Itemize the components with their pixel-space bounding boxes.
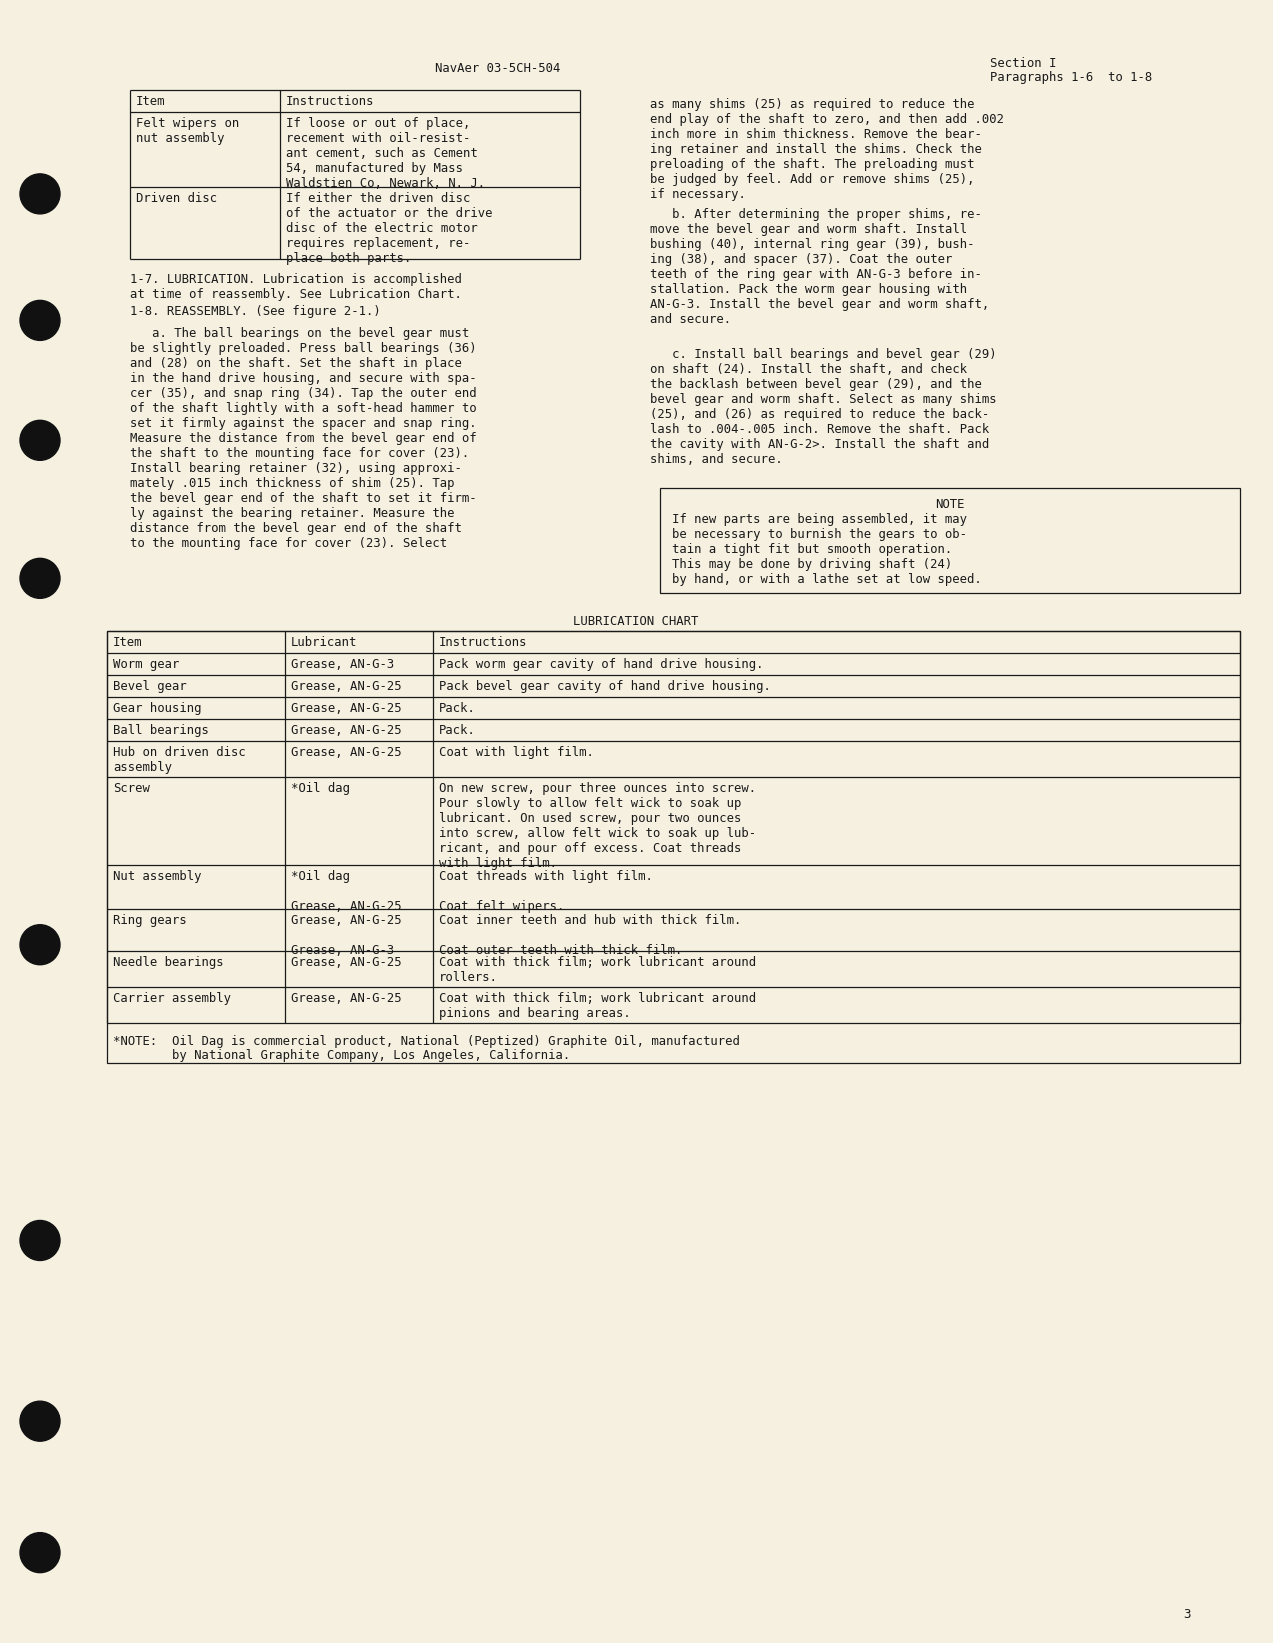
Text: Grease, AN-G-25: Grease, AN-G-25 [292, 956, 401, 969]
Text: Grease, AN-G-25: Grease, AN-G-25 [292, 725, 401, 738]
Text: Instructions: Instructions [439, 636, 527, 649]
Text: Grease, AN-G-25: Grease, AN-G-25 [292, 992, 401, 1006]
Text: Coat with light film.: Coat with light film. [439, 746, 594, 759]
Text: Coat with thick film; work lubricant around
pinions and bearing areas.: Coat with thick film; work lubricant aro… [439, 992, 756, 1020]
Text: Ring gears: Ring gears [113, 914, 187, 927]
Text: Screw: Screw [113, 782, 150, 795]
Text: Section I: Section I [990, 58, 1057, 71]
Text: Hub on driven disc
assembly: Hub on driven disc assembly [113, 746, 246, 774]
Text: Instructions: Instructions [286, 95, 374, 108]
Text: Felt wipers on
nut assembly: Felt wipers on nut assembly [136, 117, 239, 145]
Text: Grease, AN-G-25: Grease, AN-G-25 [292, 746, 401, 759]
Circle shape [20, 1533, 60, 1572]
Text: b. After determining the proper shims, re-
move the bevel gear and worm shaft. I: b. After determining the proper shims, r… [651, 209, 989, 325]
Bar [107, 631, 1240, 1063]
Text: Pack.: Pack. [439, 725, 476, 738]
Text: Needle bearings: Needle bearings [113, 956, 224, 969]
Text: If new parts are being assembled, it may
be necessary to burnish the gears to ob: If new parts are being assembled, it may… [672, 513, 981, 587]
Text: Ball bearings: Ball bearings [113, 725, 209, 738]
Circle shape [20, 174, 60, 214]
Text: Carrier assembly: Carrier assembly [113, 992, 230, 1006]
Text: *Oil dag: *Oil dag [292, 782, 350, 795]
Text: Item: Item [136, 95, 165, 108]
Circle shape [20, 925, 60, 964]
Text: If loose or out of place,
recement with oil-resist-
ant cement, such as Cement
5: If loose or out of place, recement with … [286, 117, 485, 191]
Text: *NOTE:  Oil Dag is commercial product, National (Peptized) Graphite Oil, manufac: *NOTE: Oil Dag is commercial product, Na… [113, 1035, 740, 1048]
Text: as many shims (25) as required to reduce the
end play of the shaft to zero, and : as many shims (25) as required to reduce… [651, 99, 1004, 200]
Text: Coat threads with light film.

Coat felt wipers.: Coat threads with light film. Coat felt … [439, 871, 653, 914]
Text: Driven disc: Driven disc [136, 192, 218, 205]
Text: a. The ball bearings on the bevel gear must
be slightly preloaded. Press ball be: a. The ball bearings on the bevel gear m… [130, 327, 476, 550]
Text: Item: Item [113, 636, 143, 649]
Text: Grease, AN-G-25: Grease, AN-G-25 [292, 702, 401, 715]
Circle shape [20, 559, 60, 598]
Text: If either the driven disc
of the actuator or the drive
disc of the electric moto: If either the driven disc of the actuato… [286, 192, 493, 265]
Text: Gear housing: Gear housing [113, 702, 201, 715]
Text: Grease, AN-G-3: Grease, AN-G-3 [292, 657, 395, 670]
Text: LUBRICATION CHART: LUBRICATION CHART [573, 614, 699, 628]
Text: NavAer 03-5CH-504: NavAer 03-5CH-504 [435, 62, 560, 76]
Text: Pack bevel gear cavity of hand drive housing.: Pack bevel gear cavity of hand drive hou… [439, 680, 771, 693]
Text: 1-7. LUBRICATION. Lubrication is accomplished
at time of reassembly. See Lubrica: 1-7. LUBRICATION. Lubrication is accompl… [130, 273, 462, 301]
Bar [659, 488, 1240, 593]
Circle shape [20, 421, 60, 460]
Text: On new screw, pour three ounces into screw.
Pour slowly to allow felt wick to so: On new screw, pour three ounces into scr… [439, 782, 756, 871]
Text: Coat inner teeth and hub with thick film.

Coat outer teeth with thick film.: Coat inner teeth and hub with thick film… [439, 914, 741, 956]
Text: c. Install ball bearings and bevel gear (29)
on shaft (24). Install the shaft, a: c. Install ball bearings and bevel gear … [651, 348, 997, 467]
Text: Nut assembly: Nut assembly [113, 871, 201, 882]
Text: Grease, AN-G-25: Grease, AN-G-25 [292, 680, 401, 693]
Text: Grease, AN-G-25

Grease, AN-G-3: Grease, AN-G-25 Grease, AN-G-3 [292, 914, 401, 956]
Text: by National Graphite Company, Los Angeles, California.: by National Graphite Company, Los Angele… [113, 1048, 570, 1061]
Text: NOTE: NOTE [936, 498, 965, 511]
Text: Bevel gear: Bevel gear [113, 680, 187, 693]
Text: Pack.: Pack. [439, 702, 476, 715]
Text: Lubricant: Lubricant [292, 636, 358, 649]
Circle shape [20, 1401, 60, 1441]
Text: Pack worm gear cavity of hand drive housing.: Pack worm gear cavity of hand drive hous… [439, 657, 764, 670]
Text: 3: 3 [1183, 1608, 1190, 1622]
Circle shape [20, 1221, 60, 1260]
Text: Coat with thick film; work lubricant around
rollers.: Coat with thick film; work lubricant aro… [439, 956, 756, 984]
Text: *Oil dag

Grease, AN-G-25: *Oil dag Grease, AN-G-25 [292, 871, 401, 914]
Text: Paragraphs 1-6  to 1-8: Paragraphs 1-6 to 1-8 [990, 71, 1152, 84]
Circle shape [20, 301, 60, 340]
Text: 1-8. REASSEMBLY. (See figure 2-1.): 1-8. REASSEMBLY. (See figure 2-1.) [130, 306, 381, 319]
Text: Worm gear: Worm gear [113, 657, 179, 670]
